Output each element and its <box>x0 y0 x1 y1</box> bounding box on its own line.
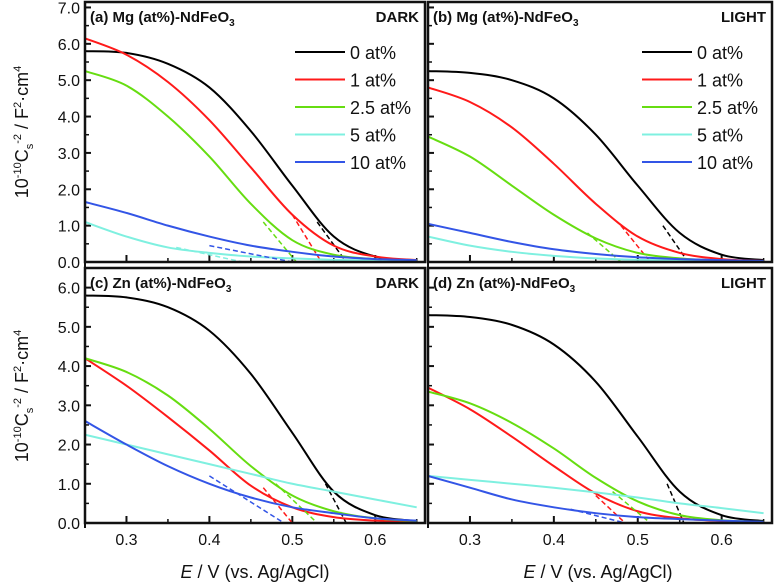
linear-fit-dashed <box>570 508 626 523</box>
plot-area <box>85 37 417 262</box>
plot-area <box>428 314 764 523</box>
series-line-5-at <box>85 433 417 509</box>
y-tick-label: 4.0 <box>58 359 80 376</box>
x-tick-label: 0.5 <box>627 532 649 549</box>
panel-a: 0.0 1.0 2.0 3.0 4.0 5.0 6.0 7.0 (a) Mg (at%)-NdF… <box>58 0 427 272</box>
panel-title-subscript: 3 <box>226 284 232 295</box>
condition-label: DARK <box>376 9 419 26</box>
x-tick-label: 0.6 <box>364 532 386 549</box>
y-tick-label: 6.0 <box>58 281 80 298</box>
panel-title: (a) Mg (at%)-NdFeO3 <box>90 9 235 29</box>
legend-entry: 2.5 at% <box>350 98 411 118</box>
condition-label: LIGHT <box>721 9 766 26</box>
linear-fit-dashed <box>291 214 322 262</box>
legend-entry: 0 at% <box>350 43 396 63</box>
x-tick-label: 0.4 <box>198 532 220 549</box>
x-tick-label: 0.3 <box>115 532 137 549</box>
panel-frame <box>426 266 774 525</box>
series-line-10-at <box>85 420 417 522</box>
series-line-0-at <box>85 50 417 262</box>
panel-title: (c) Zn (at%)-NdFeO3 <box>90 275 232 295</box>
series-line-10-at <box>428 474 764 523</box>
panel-title: (b) Mg (at%)-NdFeO3 <box>433 9 579 29</box>
series-line-2.5-at <box>428 390 764 523</box>
linear-fit-dashed <box>662 225 689 262</box>
panel-frame <box>426 0 774 264</box>
y-tick-label: 1.0 <box>58 219 80 236</box>
linear-fit-dashed <box>208 475 285 523</box>
y-tick-label: 4.0 <box>58 110 80 127</box>
series-line-0-at <box>85 294 417 523</box>
y-axis-label-bottom: 10-10Cs-2 / F2·cm4 <box>12 330 36 462</box>
panel-title-text: (b) Mg (at%)-NdFeO <box>433 9 573 26</box>
series-line-1-at <box>85 37 417 262</box>
linear-fit-dashed <box>209 244 293 262</box>
series-line-10-at <box>428 222 764 262</box>
series-line-1-at <box>428 386 764 523</box>
y-tick-label: 2.0 <box>58 182 80 199</box>
legend-entry: 1 at% <box>350 71 396 91</box>
panel-c: 0.0 1.0 2.0 3.0 4.0 5.0 6.0 0.3 0.4 0.5 0.6 (c) Zn … <box>58 266 427 549</box>
panel-d: 0.3 0.4 0.5 0.6 (d) Zn (at%)-NdFeO3 LIGHT <box>426 266 774 549</box>
panel-frame <box>83 266 427 525</box>
x-tick-label: 0.4 <box>543 532 565 549</box>
y-tick-label: 2.0 <box>58 438 80 455</box>
panel-title-text: (a) Mg (at%)-NdFeO <box>90 9 229 26</box>
linear-fit-dashed <box>324 483 347 523</box>
legend-entry: 0 at% <box>697 43 743 63</box>
y-tick-label: 5.0 <box>58 73 80 90</box>
panel-title-subscript: 3 <box>229 18 235 29</box>
legend-entry: 10 at% <box>350 153 406 173</box>
x-tick-label: 0.6 <box>711 532 733 549</box>
linear-fit-dashed <box>262 221 298 262</box>
series-line-5-at <box>85 221 417 262</box>
legend-entry: 10 at% <box>697 153 753 173</box>
condition-label: LIGHT <box>721 275 766 292</box>
linear-fit-dashed <box>595 494 626 523</box>
series-line-5-at <box>428 474 764 515</box>
series-line-0-at <box>428 314 764 523</box>
panel-title-text: (d) Zn (at%)-NdFeO <box>433 275 570 292</box>
linear-fit-dashed <box>275 483 318 523</box>
panel-frame <box>83 0 427 264</box>
y-axis-label-top: 10-10Cs-2 / F2·cm4 <box>12 66 36 198</box>
plot-area <box>85 294 417 523</box>
y-tick-label: 0.0 <box>58 516 80 533</box>
panel-title-subscript: 3 <box>573 18 579 29</box>
series-line-0-at <box>428 70 764 262</box>
x-tick-label: 0.3 <box>459 532 481 549</box>
y-tick-label: 5.0 <box>58 320 80 337</box>
panel-b: (b) Mg (at%)-NdFeO3 LIGHT 0 at% 1 at% 2.5 at… <box>426 0 774 267</box>
series-line-10-at <box>85 201 417 262</box>
linear-fit-dashed <box>176 246 243 262</box>
y-tick-label: 3.0 <box>58 398 80 415</box>
legend-entry: 1 at% <box>697 71 743 91</box>
y-tick-label: 7.0 <box>58 0 80 17</box>
y-tick-label: 6.0 <box>58 37 80 54</box>
x-axis-label-left: E / V (vs. Ag/AgCl) <box>180 562 329 582</box>
y-tick-label: 0.0 <box>58 255 80 272</box>
series-line-1-at <box>85 357 417 523</box>
panel-title: (d) Zn (at%)-NdFeO3 <box>433 275 576 295</box>
legend-entry: 5 at% <box>697 126 743 146</box>
panel-title-text: (c) Zn (at%)-NdFeO <box>90 275 226 292</box>
condition-label: DARK <box>376 275 419 292</box>
series-line-1-at <box>428 86 764 262</box>
y-tick-label: 1.0 <box>58 477 80 494</box>
x-tick-label: 0.5 <box>281 532 303 549</box>
legend-entry: 2.5 at% <box>697 98 758 118</box>
panel-title-subscript: 3 <box>570 284 576 295</box>
y-tick-label: 3.0 <box>58 146 80 163</box>
legend-entry: 5 at% <box>350 126 396 146</box>
x-axis-label-right: E / V (vs. Ag/AgCl) <box>523 562 672 582</box>
plot-area <box>428 70 764 262</box>
